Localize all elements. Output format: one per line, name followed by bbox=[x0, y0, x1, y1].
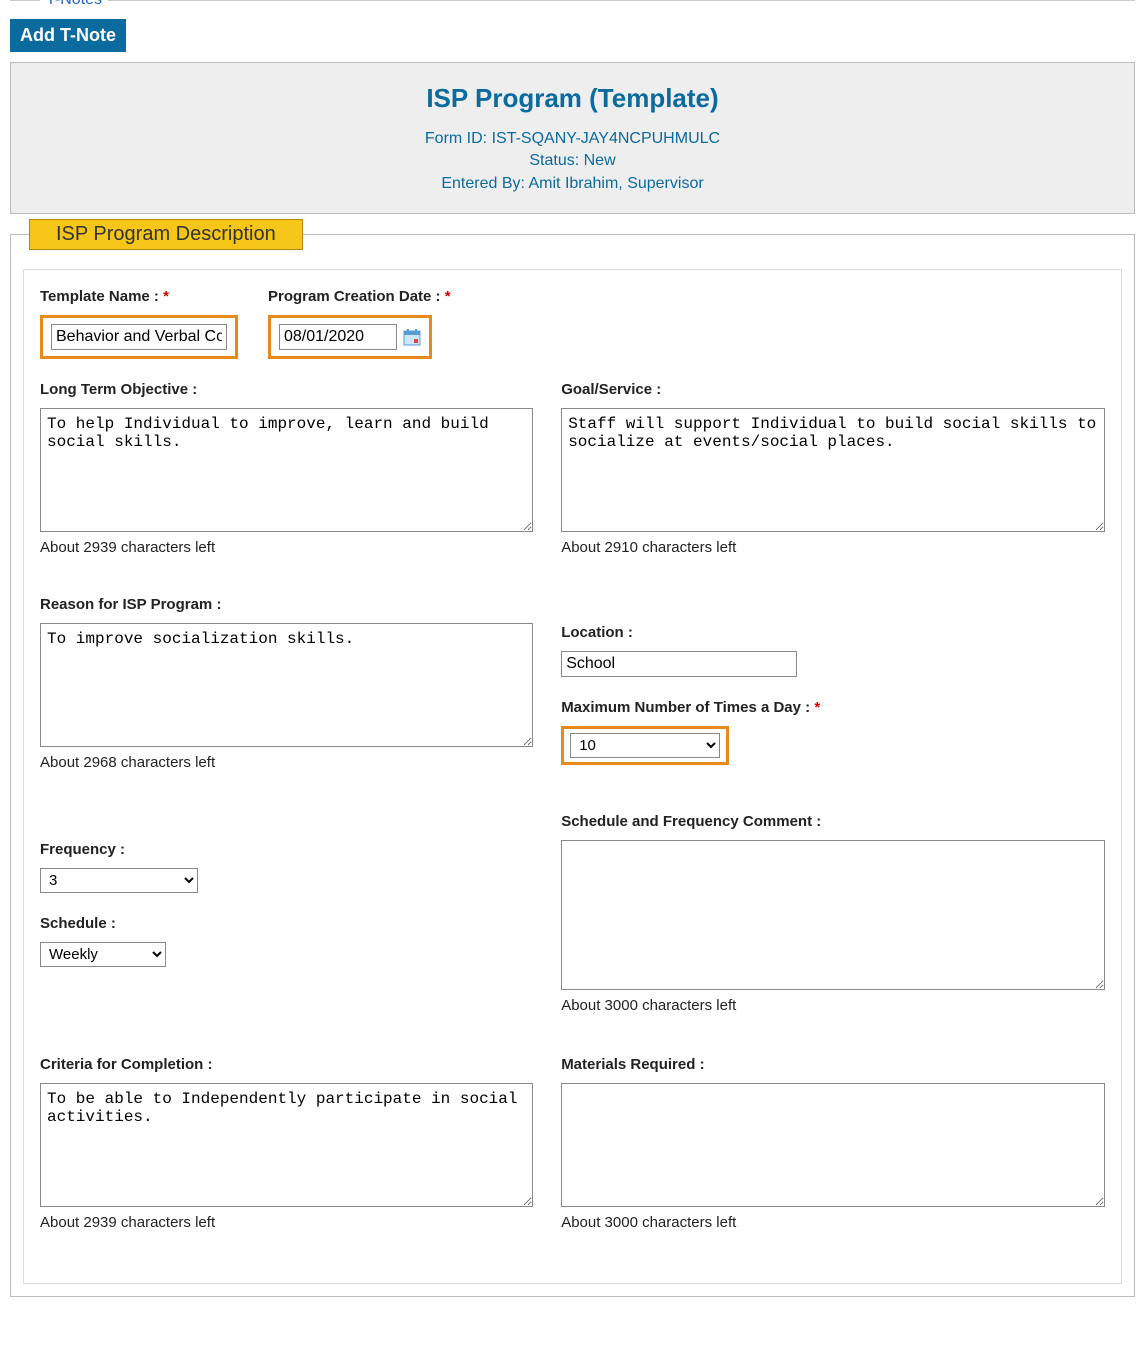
form-header: ISP Program (Template) Form ID: IST-SQAN… bbox=[10, 62, 1135, 214]
isp-description-section: ISP Program Description Template Name : … bbox=[10, 234, 1135, 1297]
creation-date-label: Program Creation Date : * bbox=[268, 288, 451, 305]
criteria-chars-left: About 2939 characters left bbox=[40, 1214, 533, 1231]
long-term-objective-textarea[interactable] bbox=[40, 408, 533, 532]
required-asterisk: * bbox=[814, 699, 820, 716]
reason-chars-left: About 2968 characters left bbox=[40, 754, 533, 771]
creation-date-input[interactable] bbox=[279, 324, 397, 350]
section-body: Template Name : * Program Creation Date … bbox=[23, 269, 1122, 1284]
add-tnote-button[interactable]: Add T-Note bbox=[10, 19, 126, 52]
schedule-label: Schedule : bbox=[40, 915, 533, 932]
materials-chars-left: About 3000 characters left bbox=[561, 1214, 1105, 1231]
goal-service-label: Goal/Service : bbox=[561, 381, 1105, 398]
tnotes-label: T-Notes bbox=[40, 0, 108, 8]
template-name-label: Template Name : * bbox=[40, 288, 250, 305]
entered-by-value: Amit Ibrahim, Supervisor bbox=[529, 175, 704, 192]
header-info: Form ID: IST-SQANY-JAY4NCPUHMULC Status:… bbox=[21, 128, 1124, 195]
status-label: Status: bbox=[529, 152, 579, 169]
frequency-label: Frequency : bbox=[40, 841, 533, 858]
long-term-objective-chars-left: About 2939 characters left bbox=[40, 539, 533, 556]
schedule-select[interactable]: Weekly bbox=[40, 942, 166, 967]
max-times-label: Maximum Number of Times a Day : * bbox=[561, 699, 1105, 716]
criteria-label: Criteria for Completion : bbox=[40, 1056, 533, 1073]
calendar-icon[interactable] bbox=[403, 328, 421, 346]
location-label: Location : bbox=[561, 624, 1105, 641]
section-legend: ISP Program Description bbox=[29, 219, 303, 250]
schedule-comment-label: Schedule and Frequency Comment : bbox=[561, 813, 1105, 830]
required-asterisk: * bbox=[163, 288, 169, 305]
location-input[interactable] bbox=[561, 651, 797, 677]
max-times-highlight: 10 bbox=[561, 726, 729, 765]
frequency-select[interactable]: 3 bbox=[40, 868, 198, 893]
schedule-comment-chars-left: About 3000 characters left bbox=[561, 997, 1105, 1014]
status-value: New bbox=[584, 152, 616, 169]
template-name-input[interactable] bbox=[51, 324, 227, 350]
form-id-label: Form ID: bbox=[425, 130, 487, 147]
form-id-value: IST-SQANY-JAY4NCPUHMULC bbox=[492, 130, 721, 147]
page-title: ISP Program (Template) bbox=[21, 83, 1124, 114]
max-times-select[interactable]: 10 bbox=[570, 733, 720, 758]
long-term-objective-label: Long Term Objective : bbox=[40, 381, 533, 398]
goal-service-chars-left: About 2910 characters left bbox=[561, 539, 1105, 556]
entered-by-label: Entered By: bbox=[441, 175, 525, 192]
reason-textarea[interactable] bbox=[40, 623, 533, 747]
materials-label: Materials Required : bbox=[561, 1056, 1105, 1073]
materials-textarea[interactable] bbox=[561, 1083, 1105, 1207]
criteria-textarea[interactable] bbox=[40, 1083, 533, 1207]
template-name-highlight bbox=[40, 315, 238, 359]
creation-date-highlight bbox=[268, 315, 432, 359]
tnotes-divider: T-Notes bbox=[10, 0, 1135, 19]
goal-service-textarea[interactable] bbox=[561, 408, 1105, 532]
schedule-comment-textarea[interactable] bbox=[561, 840, 1105, 990]
reason-label: Reason for ISP Program : bbox=[40, 596, 533, 613]
required-asterisk: * bbox=[445, 288, 451, 305]
